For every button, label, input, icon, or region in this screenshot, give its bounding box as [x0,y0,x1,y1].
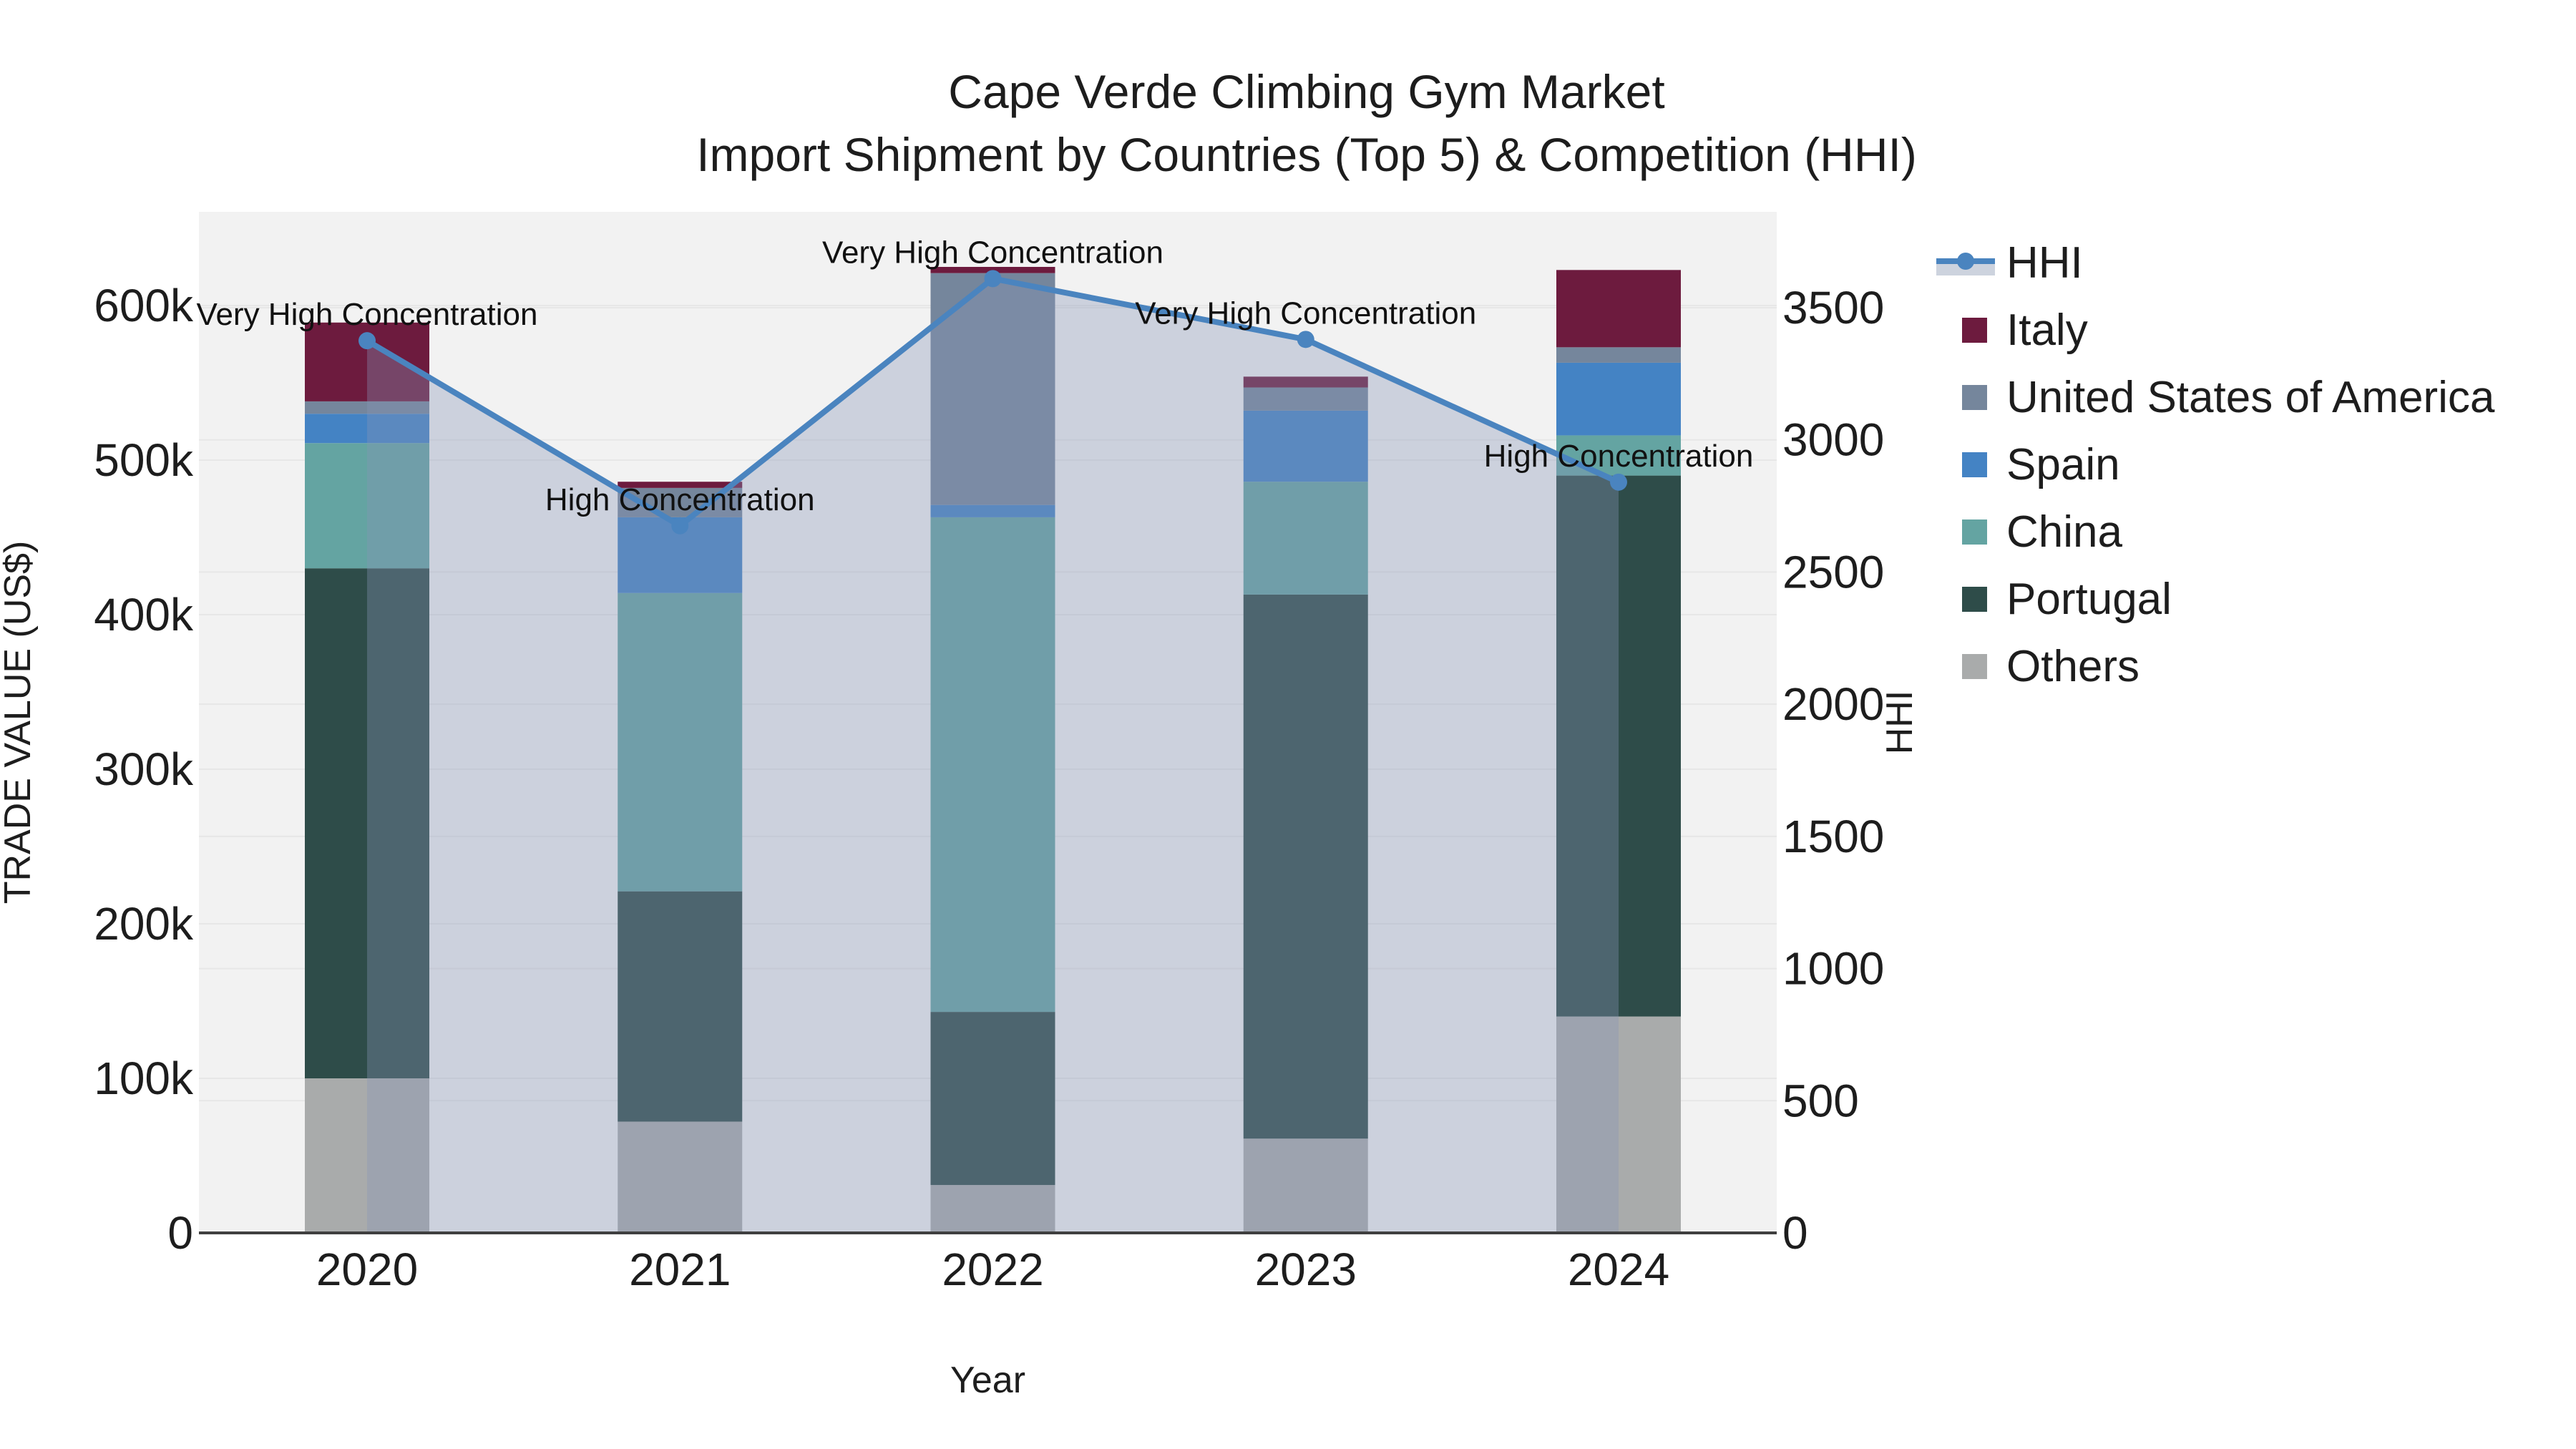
portugal-swatch-icon [1962,586,1987,612]
annotation-2023: Very High Concentration [1135,296,1476,331]
bar-segment-2020-china[interactable] [305,443,429,569]
y-left-tick-100k: 100k [94,1053,194,1104]
y-right-tick-2500: 2500 [1782,546,1884,597]
x-tick-2021: 2021 [629,1244,731,1295]
bar-segment-2022-portugal[interactable] [930,1012,1055,1186]
legend-label: Portugal [2006,574,2172,624]
bar-segment-2023-portugal[interactable] [1243,594,1368,1139]
y-left-tick-300k: 300k [94,743,194,795]
annotation-2022: Very High Concentration [822,235,1163,270]
bar-segment-2021-italy[interactable] [618,482,743,488]
bar-segment-2020-others[interactable] [305,1078,429,1233]
bar-segment-2023-italy[interactable] [1243,376,1368,388]
china-swatch-icon [1962,519,1987,545]
legend-label: Spain [2006,439,2120,489]
bar-segment-2024-china[interactable] [1556,435,1681,476]
legend-item-italy[interactable]: Italy [1936,296,2494,364]
annotation-2021: High Concentration [545,482,815,517]
y-right-tick-2000: 2000 [1782,678,1884,730]
legend-item-others[interactable]: Others [1936,633,2494,700]
bar-segment-2022-others[interactable] [930,1185,1055,1233]
x-axis-title: Year [950,1360,1025,1401]
y-right-axis-title: HHI [1879,691,1921,755]
hhi-area-fill [367,278,1619,1234]
x-tick-2020: 2020 [316,1244,418,1295]
legend-label: Others [2006,641,2140,691]
chart-title-line2: Import Shipment by Countries (Top 5) & C… [696,128,1917,181]
bar-segment-2024-italy[interactable] [1556,270,1681,348]
bar-segment-2024-portugal[interactable] [1556,475,1681,1017]
usa-swatch-icon [1962,384,1987,410]
bar-segment-2023-china[interactable] [1243,482,1368,595]
bar-segment-2020-portugal[interactable] [305,568,429,1078]
legend-label: United States of America [2006,372,2495,422]
y-left-tick-500k: 500k [94,434,194,486]
bar-segment-2023-united-states-of-america[interactable] [1243,387,1368,411]
bar-segment-2020-united-states-of-america[interactable] [305,401,429,414]
legend-item-hhi[interactable]: HHI [1936,229,2494,296]
y-right-tick-1500: 1500 [1782,811,1884,862]
y-left-tick-400k: 400k [94,589,194,640]
legend-item-china[interactable]: China [1936,498,2494,565]
chart-title-line1: Cape Verde Climbing Gym Market [948,65,1665,118]
hhi-point-2020[interactable] [358,332,376,350]
bar-segment-2021-china[interactable] [618,592,743,892]
y-left-tick-200k: 200k [94,898,194,950]
annotation-2024: High Concentration [1484,439,1754,474]
y-right-tick-3500: 3500 [1782,282,1884,333]
chart-title: Cape Verde Climbing Gym Market Import Sh… [696,60,1917,186]
hhi-point-2021[interactable] [671,517,689,535]
bar-segment-2024-united-states-of-america[interactable] [1556,347,1681,363]
hhi-point-2024[interactable] [1610,473,1627,491]
legend-item-united-states-of-america[interactable]: United States of America [1936,364,2494,431]
bar-segment-2021-portugal[interactable] [618,891,743,1122]
y-right-tick-0: 0 [1782,1207,1808,1259]
y-left-axis-title: TRADE VALUE (US$) [0,541,39,904]
legend-label: Italy [2006,305,2088,355]
annotation-2020: Very High Concentration [197,297,538,332]
bar-segment-2022-spain[interactable] [930,504,1055,517]
bar-segment-2023-spain[interactable] [1243,410,1368,482]
legend-item-spain[interactable]: Spain [1936,431,2494,498]
italy-swatch-icon [1962,317,1987,343]
hhi-line-swatch-icon [1936,250,1995,275]
bar-segment-2024-spain[interactable] [1556,362,1681,436]
y-left-tick-600k: 600k [94,280,194,331]
y-right-tick-1000: 1000 [1782,943,1884,995]
bar-segment-2022-china[interactable] [930,517,1055,1013]
y-left-tick-0: 0 [167,1207,193,1259]
bar-segment-2024-others[interactable] [1556,1016,1681,1233]
bar-segment-2022-italy[interactable] [930,267,1055,273]
hhi-point-2022[interactable] [984,270,1002,288]
legend-label: HHI [2006,238,2083,288]
legend-item-portugal[interactable]: Portugal [1936,565,2494,633]
others-swatch-icon [1962,653,1987,679]
y-right-tick-500: 500 [1782,1075,1859,1126]
bar-segment-2021-others[interactable] [618,1121,743,1233]
x-tick-2024: 2024 [1568,1244,1669,1295]
x-tick-2023: 2023 [1255,1244,1357,1295]
bar-segment-2023-others[interactable] [1243,1138,1368,1233]
bar-segment-2020-spain[interactable] [305,414,429,444]
spain-swatch-icon [1962,452,1987,477]
x-tick-2022: 2022 [942,1244,1043,1295]
legend: HHI Italy United States of America Spain… [1936,229,2494,700]
hhi-point-2023[interactable] [1297,331,1314,348]
legend-label: China [2006,507,2122,557]
y-right-tick-3000: 3000 [1782,414,1884,466]
